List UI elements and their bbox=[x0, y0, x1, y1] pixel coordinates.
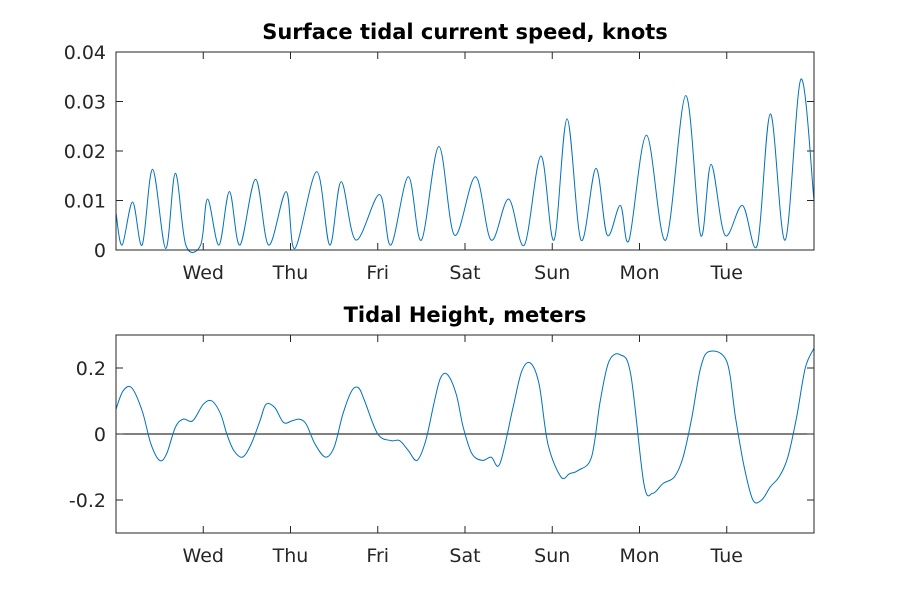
x-tick-label: Mon bbox=[619, 262, 659, 284]
x-tick-label: Sat bbox=[449, 262, 480, 284]
x-tick-label: Tue bbox=[710, 545, 743, 567]
y-tick-label: 0 bbox=[94, 424, 106, 446]
y-tick-label: 0.03 bbox=[64, 92, 106, 114]
x-tick-label: Thu bbox=[272, 545, 309, 567]
x-tick-label: Sat bbox=[449, 545, 480, 567]
series-line bbox=[115, 78, 815, 253]
x-tick-label: Mon bbox=[619, 545, 659, 567]
current-speed-title: Surface tidal current speed, knots bbox=[262, 20, 668, 44]
tidal-height-axes-box bbox=[115, 334, 815, 534]
series-line bbox=[115, 347, 815, 504]
tidal-height-series bbox=[115, 347, 815, 504]
x-tick-label: Fri bbox=[366, 545, 389, 567]
current-speed-series bbox=[115, 78, 815, 253]
y-tick-label: 0.2 bbox=[76, 358, 106, 380]
tidal-height-title: Tidal Height, meters bbox=[344, 303, 587, 327]
x-tick-label: Sun bbox=[534, 262, 570, 284]
x-tick-label: Wed bbox=[183, 545, 224, 567]
current-speed-axes-box bbox=[115, 51, 815, 251]
x-tick-label: Tue bbox=[710, 262, 743, 284]
y-tick-label: -0.2 bbox=[69, 490, 106, 512]
tidal-height-panel: Tidal Height, meters Wed Thu Fri Sat Sun Mon T… bbox=[69, 303, 815, 567]
tidal-height-ticks bbox=[116, 335, 814, 533]
x-tick-label: Sun bbox=[534, 545, 570, 567]
x-tick-label: Wed bbox=[183, 262, 224, 284]
y-tick-label: 0 bbox=[94, 240, 106, 262]
y-tick-label: 0.04 bbox=[64, 42, 106, 64]
tidal-height-tick-labels: Wed Thu Fri Sat Sun Mon Tue -0.2 0 0.2 bbox=[69, 358, 743, 567]
current-speed-panel: Surface tidal current speed, knots Wed Th… bbox=[64, 20, 815, 284]
y-tick-label: 0.01 bbox=[64, 191, 106, 213]
y-tick-label: 0.02 bbox=[64, 141, 106, 163]
x-tick-label: Thu bbox=[272, 262, 309, 284]
x-tick-label: Fri bbox=[366, 262, 389, 284]
current-speed-tick-labels: Wed Thu Fri Sat Sun Mon Tue 0 0.01 0.02 0.03 0.04 bbox=[64, 42, 743, 284]
